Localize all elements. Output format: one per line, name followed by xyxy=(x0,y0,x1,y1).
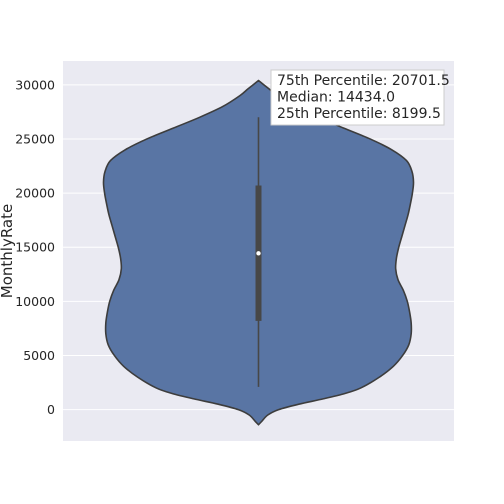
annotation-q3-text: 75th Percentile: 20701.5 xyxy=(277,73,450,89)
median-point xyxy=(256,251,261,256)
annotation-q1-text: 25th Percentile: 8199.5 xyxy=(277,106,441,122)
y-tick-5000: 5000 xyxy=(23,348,55,363)
y-tick-30000: 30000 xyxy=(15,77,55,92)
annotation-box xyxy=(270,69,445,126)
y-tick-15000: 15000 xyxy=(15,240,55,255)
y-tick-10000: 10000 xyxy=(15,294,55,309)
y-tick-labels: 0 5000 10000 15000 20000 25000 30000 xyxy=(15,77,55,417)
violin xyxy=(102,79,415,426)
annotation-median-text: Median: 14434.0 xyxy=(277,90,395,106)
percentile-annotation: 75th Percentile: 20701.5 Median: 14434.0… xyxy=(270,69,450,126)
y-tick-20000: 20000 xyxy=(15,186,55,201)
y-tick-25000: 25000 xyxy=(15,131,55,146)
y-tick-0: 0 xyxy=(47,402,55,417)
y-axis-label: MonthlyRate xyxy=(0,204,16,298)
